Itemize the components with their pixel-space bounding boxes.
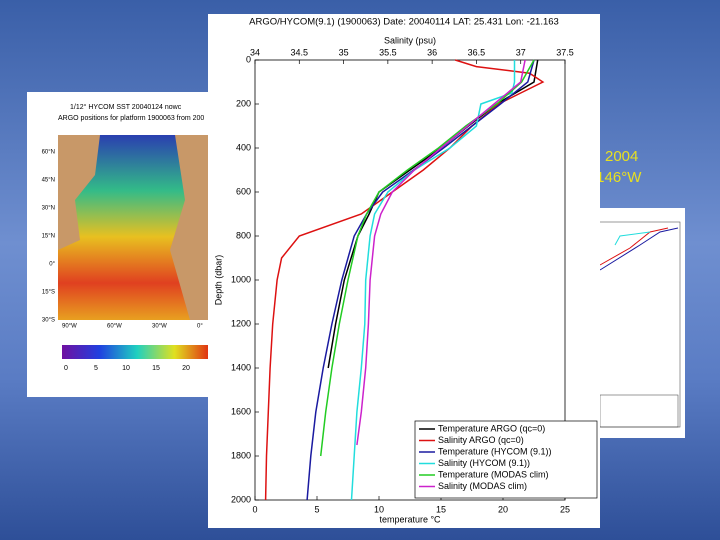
x2-tick-label: 34	[250, 47, 260, 57]
y-tick-label: 400	[236, 142, 251, 152]
colorbar-label: 5	[94, 365, 98, 372]
legend-label: Salinity (HYCOM (9.1))	[438, 458, 530, 468]
y-tick-label: 1400	[231, 362, 251, 372]
x2-tick-label: 37	[516, 47, 526, 57]
profile-line	[356, 59, 526, 446]
x2-tick-label: 37.5	[556, 47, 574, 57]
legend-label: Temperature (HYCOM (9.1))	[438, 446, 552, 456]
x2-tick-label: 36.5	[468, 47, 486, 57]
legend-label: Temperature (MODAS clim)	[438, 469, 549, 479]
x2-tick-label: 36	[427, 47, 437, 57]
map-lat-label: 15°N	[42, 234, 55, 240]
y-axis-label: Depth (dbar)	[213, 255, 223, 306]
colorbar-label: 0	[64, 365, 68, 372]
y-tick-label: 200	[236, 98, 251, 108]
x-tick-label: 5	[314, 504, 319, 514]
x2-tick-label: 35.5	[379, 47, 397, 57]
map-lat-label: 0°	[49, 262, 55, 268]
x2-tick-label: 35	[339, 47, 349, 57]
map-lon-label: 60°W	[107, 324, 122, 330]
y-tick-label: 1200	[231, 318, 251, 328]
map-title: ARGO positions for platform 1900063 from…	[58, 115, 204, 122]
map-lon-label: 90°W	[62, 324, 77, 330]
y-tick-label: 1800	[231, 450, 251, 460]
x-axis-label: temperature °C	[379, 514, 441, 524]
chart-title: ARGO/HYCOM(9.1) (1900063) Date: 20040114…	[249, 17, 559, 28]
profile-line	[327, 59, 539, 369]
y-tick-label: 0	[246, 54, 251, 64]
y-tick-label: 600	[236, 186, 251, 196]
map-lat-label: 45°N	[42, 178, 55, 184]
x-tick-label: 20	[498, 504, 508, 514]
slide-text: 2004	[605, 148, 638, 165]
profile-line	[319, 59, 535, 457]
y-tick-label: 2000	[231, 494, 251, 504]
map-lat-label: 30°N	[42, 206, 55, 212]
map-lon-label: 30°W	[152, 324, 167, 330]
legend-label: Temperature ARGO (qc=0)	[438, 423, 545, 433]
profile-chart: ARGO/HYCOM(9.1) (1900063) Date: 20040114…	[208, 14, 600, 528]
right-image	[595, 208, 685, 438]
map-lat-label: 30°S	[42, 318, 55, 324]
map-lat-label: 60°N	[42, 150, 55, 156]
x-tick-label: 15	[436, 504, 446, 514]
map-title: 1/12° HYCOM SST 20040124 nowc	[70, 103, 182, 111]
profile-line	[350, 60, 516, 501]
legend-box	[414, 420, 598, 499]
colorbar-label: 20	[182, 365, 190, 372]
x2-axis-label: Salinity (psu)	[384, 35, 436, 45]
colorbar-label: 10	[122, 365, 130, 372]
x-tick-label: 25	[560, 504, 570, 514]
legend-label: Salinity (MODAS clim)	[438, 481, 527, 491]
y-tick-label: 1600	[231, 406, 251, 416]
map-lat-label: 15°S	[42, 290, 55, 296]
map-image: 1/12° HYCOM SST 20040124 nowc ARGO posit…	[27, 92, 217, 397]
x-tick-label: 10	[374, 504, 384, 514]
y-tick-label: 1000	[231, 274, 251, 284]
y-tick-label: 800	[236, 230, 251, 240]
x2-tick-label: 34.5	[291, 47, 309, 57]
slide-text: .146°W	[592, 169, 642, 186]
colorbar-label: 15	[152, 365, 160, 372]
legend-label: Salinity ARGO (qc=0)	[438, 435, 524, 445]
map-lon-label: 0°	[197, 324, 203, 330]
x-tick-label: 0	[252, 504, 257, 514]
